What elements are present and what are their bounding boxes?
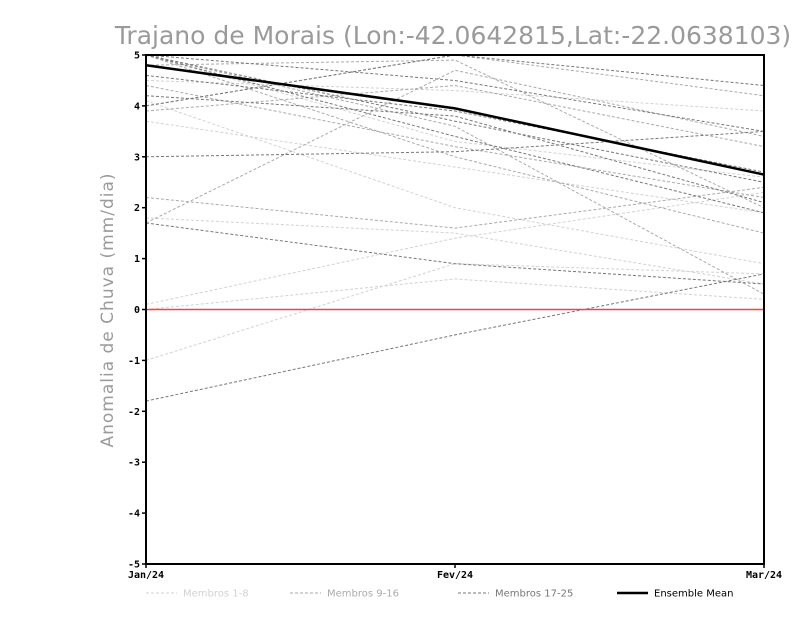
- y-tick-label: -5: [128, 560, 140, 571]
- y-tick-label: 2: [134, 203, 140, 214]
- member-line-3-9: [146, 74, 764, 173]
- series-group: [146, 55, 764, 402]
- member-line-3-5: [146, 55, 764, 214]
- member-line-2-4: [146, 69, 764, 224]
- x-tick-label: Mar/24: [746, 570, 782, 581]
- y-tick-label: -4: [128, 509, 140, 520]
- member-line-3-7: [146, 55, 764, 183]
- member-line-3-1: [146, 130, 764, 158]
- y-tick-label: 3: [134, 152, 140, 163]
- member-line-3-4: [146, 55, 764, 107]
- chart-title: Trajano de Morais (Lon:-42.0642815,Lat:-…: [114, 21, 791, 50]
- x-tick-label: Jan/24: [128, 570, 164, 581]
- member-line-1-5: [146, 55, 764, 178]
- member-line-1-4: [146, 263, 764, 361]
- ensemble-mean-line: [146, 63, 764, 176]
- y-axis-label: Anomalia de Chuva (mm/dia): [98, 172, 118, 447]
- y-tick-label: -1: [128, 356, 140, 367]
- legend-label-4: Ensemble Mean: [654, 589, 733, 600]
- member-line-3-3: [146, 273, 764, 402]
- x-tick-label: Fev/24: [437, 570, 473, 581]
- member-line-1-8: [146, 278, 764, 310]
- member-line-1-3: [146, 191, 764, 305]
- y-tick-label: 1: [134, 254, 140, 265]
- member-line-2-7: [146, 55, 764, 295]
- member-line-3-2: [146, 222, 764, 285]
- legend: Membros 1-8 Membros 9-16 Membros 17-25 Ense…: [146, 589, 733, 600]
- member-line-2-3: [146, 186, 764, 229]
- member-line-2-6: [146, 55, 764, 234]
- legend-label-3: Membros 17-25: [495, 589, 573, 600]
- member-line-2-5: [146, 84, 764, 148]
- member-line-3-8: [146, 55, 764, 132]
- member-line-1-6: [146, 80, 764, 112]
- member-line-1-2: [146, 100, 764, 265]
- y-tick-label: 4: [134, 101, 140, 112]
- y-tick-label: -3: [128, 458, 140, 469]
- member-line-1-1: [146, 120, 764, 214]
- plot-area: -5 -4 -3 -2 -1 0 1 2 3 4 5 Jan/24 Fev/24 Mar/24: [128, 51, 782, 582]
- y-tick-label: 5: [134, 51, 140, 62]
- y-tick-label: 0: [134, 305, 140, 316]
- y-tick-label: -2: [128, 407, 140, 418]
- legend-label-1: Membros 1-8: [183, 589, 249, 600]
- member-line-2-1: [146, 55, 764, 107]
- legend-label-2: Membros 9-16: [327, 589, 399, 600]
- member-line-2-8: [146, 59, 764, 209]
- member-line-3-6: [146, 95, 764, 204]
